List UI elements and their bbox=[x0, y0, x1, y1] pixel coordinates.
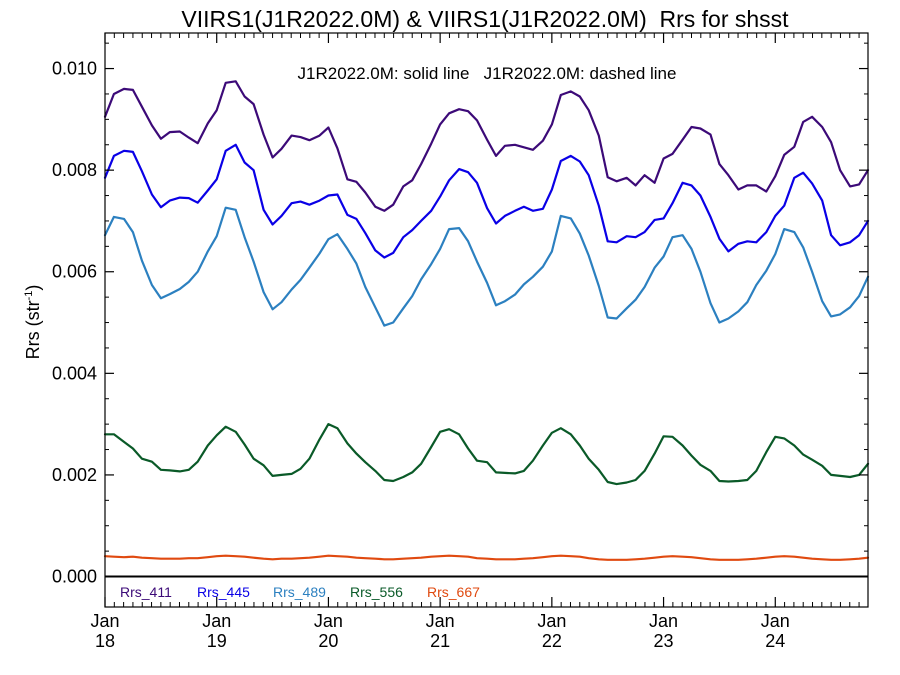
x-tick-label-month: Jan bbox=[90, 611, 119, 631]
y-tick-label: 0.008 bbox=[52, 160, 97, 180]
y-axis-label: Rrs (str-1) bbox=[23, 285, 43, 360]
chart-title: VIIRS1(J1R2022.0M) & VIIRS1(J1R2022.0M) … bbox=[181, 6, 789, 32]
x-tick-label-year: 20 bbox=[318, 631, 338, 651]
x-tick-label-year: 23 bbox=[654, 631, 674, 651]
legend-item-rrs-411: Rrs_411 bbox=[120, 584, 172, 600]
x-tick-label-month: Jan bbox=[426, 611, 455, 631]
y-axis-label-main: Rrs (str bbox=[23, 300, 43, 359]
chart-annotation: J1R2022.0M: solid line J1R2022.0M: dashe… bbox=[298, 64, 677, 83]
x-tick-label-month: Jan bbox=[202, 611, 231, 631]
y-axis-ticks: 0.000 0.002 0.004 0.006 0.008 0.010 bbox=[52, 42, 868, 587]
legend-item-rrs-489: Rrs_489 bbox=[273, 584, 326, 600]
x-tick-label-year: 21 bbox=[430, 631, 450, 651]
series-group bbox=[103, 80, 870, 561]
y-tick-label: 0.006 bbox=[52, 262, 97, 282]
x-tick-label-year: 18 bbox=[95, 631, 115, 651]
x-tick-label-month: Jan bbox=[761, 611, 790, 631]
legend-item-rrs-445: Rrs_445 bbox=[197, 584, 250, 600]
series-line-rrs-556 bbox=[103, 423, 870, 486]
y-tick-label: 0.002 bbox=[52, 465, 97, 485]
x-tick-label-year: 24 bbox=[765, 631, 785, 651]
x-tick-label-year: 19 bbox=[207, 631, 227, 651]
x-tick-label-year: 22 bbox=[542, 631, 562, 651]
y-axis-label-sup: -1 bbox=[23, 291, 35, 301]
legend: Rrs_411 Rrs_445 Rrs_489 Rrs_556 Rrs_667 bbox=[120, 584, 480, 600]
y-tick-label: 0.010 bbox=[52, 59, 97, 79]
series-line-rrs-667 bbox=[103, 554, 870, 561]
x-tick-label-month: Jan bbox=[649, 611, 678, 631]
x-tick-label-month: Jan bbox=[537, 611, 566, 631]
y-tick-label: 0.004 bbox=[52, 363, 97, 383]
y-axis-label-tail: ) bbox=[23, 285, 43, 291]
series-line-rrs-445 bbox=[103, 143, 870, 259]
legend-item-rrs-556: Rrs_556 bbox=[350, 584, 403, 600]
plot-frame bbox=[104, 32, 869, 608]
y-tick-label: 0.000 bbox=[52, 567, 97, 587]
series-line-rrs-489 bbox=[103, 206, 870, 327]
legend-item-rrs-667: Rrs_667 bbox=[427, 584, 480, 600]
series-line-rrs-411 bbox=[103, 80, 870, 212]
x-tick-label-month: Jan bbox=[314, 611, 343, 631]
